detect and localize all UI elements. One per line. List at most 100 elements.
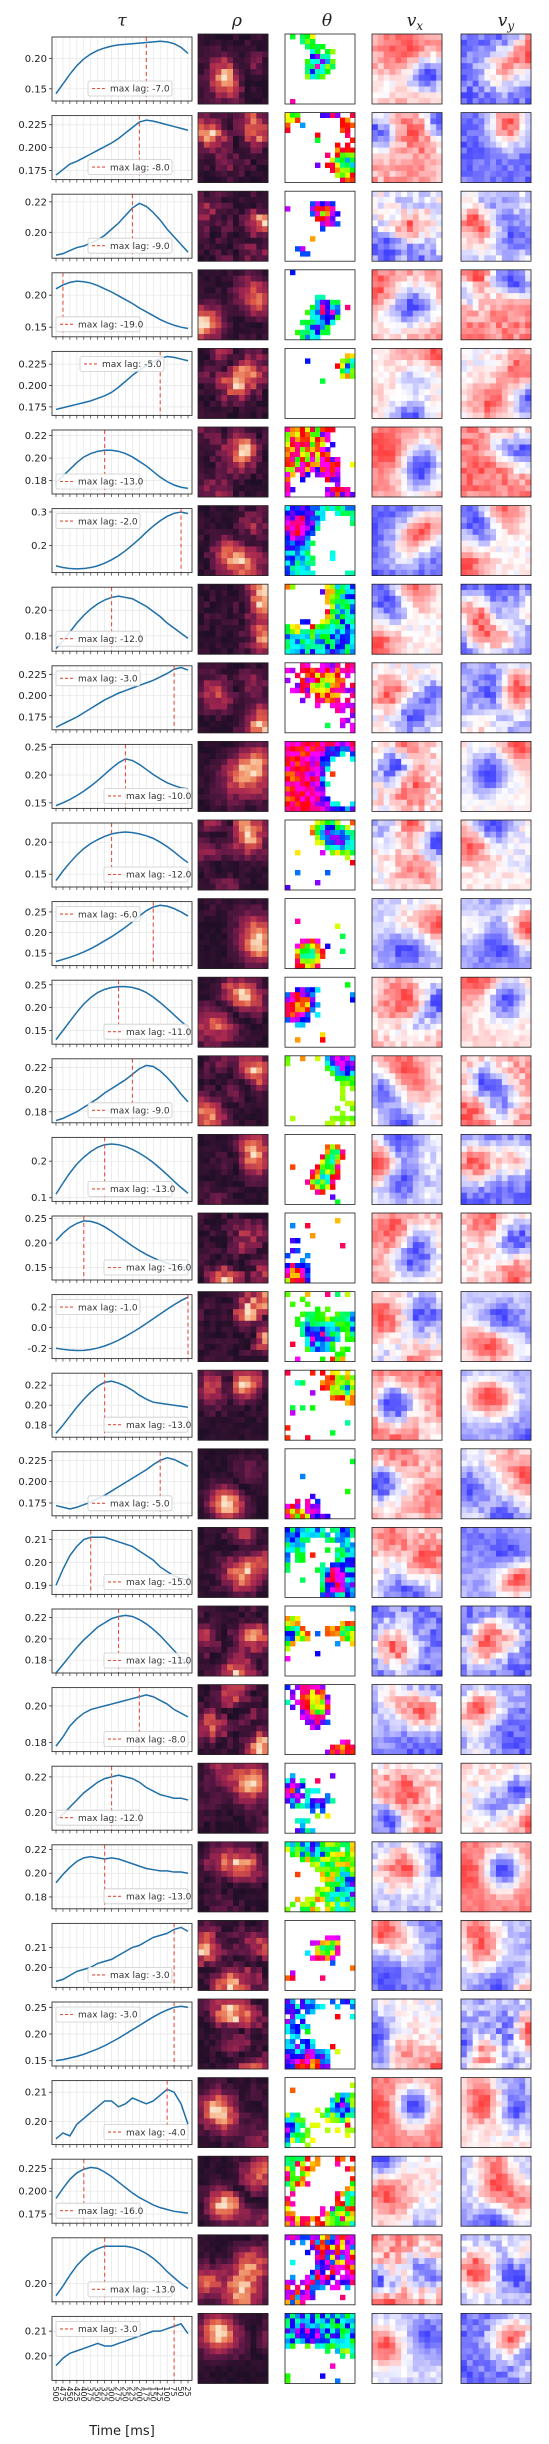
- y-tick-label: 0.1: [31, 1193, 47, 1204]
- tau-line-panel: 0.2 0.3 max lag: -2.0: [31, 507, 193, 576]
- y-tick-label: 0.22: [25, 1381, 47, 1392]
- legend-label: max lag: -13.0: [78, 478, 144, 488]
- tau-curve: [55, 2322, 189, 2367]
- tau-curve: [55, 355, 189, 411]
- tau-curve: [55, 2166, 189, 2214]
- tau-curve: [55, 1855, 189, 1884]
- y-tick-label: 0.225: [18, 1456, 47, 1467]
- y-tick-label: 0.15: [25, 870, 47, 881]
- y-tick-label: 0.20: [25, 2117, 47, 2128]
- vx-heatmap: [371, 1212, 443, 1284]
- panel-row: 0.1 0.2 max lag: -13.0: [31, 1134, 532, 1205]
- y-tick-label: 0.25: [25, 907, 47, 918]
- y-tick-label: 0.22: [25, 1063, 47, 1074]
- y-tick-label: 0.20: [25, 1634, 47, 1645]
- legend-label: max lag: -3.0: [78, 675, 138, 685]
- y-tick-label: 0.20: [25, 2030, 47, 2041]
- legend: max lag: -9.0: [87, 1102, 173, 1119]
- y-tick-label: 0.0: [31, 1323, 47, 1334]
- rho-heatmap: [197, 2077, 269, 2149]
- vy-heatmap: [460, 662, 532, 734]
- y-tick-label: 0.2: [31, 1157, 47, 1168]
- y-tick-label: 0.18: [25, 1656, 47, 1667]
- tau-line-panel: 0.18 0.20 0.22 max lag: -13.0: [25, 1844, 193, 1912]
- rho-heatmap: [197, 819, 269, 891]
- rho-heatmap: [197, 583, 269, 655]
- x-tick-label: 350: [93, 2386, 102, 2401]
- y-tick-label: 0.18: [25, 476, 47, 487]
- axes-frame: [51, 1687, 193, 1753]
- vx-heatmap: [371, 662, 443, 734]
- vx-heatmap: [371, 1291, 443, 1362]
- legend-label: max lag: -12.0: [126, 871, 192, 881]
- y-tick-label: 0.22: [25, 1772, 47, 1783]
- legend: max lag: -8.0: [103, 1731, 189, 1747]
- theta-heatmap: [284, 2312, 356, 2384]
- legend: max lag: -16.0: [55, 2202, 144, 2219]
- tau-line-panel: 0.18 0.20 max lag: -12.0: [25, 586, 193, 655]
- x-tick-label: 25: [183, 2386, 192, 2396]
- rho-heatmap: [197, 505, 269, 577]
- y-tick-label: 0.22: [25, 197, 47, 208]
- panel-row: 0.18 0.20 0.22 max lag: -13.0: [25, 1841, 532, 1913]
- theta-heatmap: [284, 2234, 356, 2306]
- rho-heatmap: [197, 2155, 269, 2227]
- theta-heatmap: [284, 347, 356, 419]
- x-tick-label: 175: [141, 2386, 150, 2401]
- y-tick-label: 0.21: [25, 2327, 47, 2338]
- x-tick-label: 300: [107, 2386, 116, 2401]
- y-tick-label: 0.225: [18, 2164, 47, 2175]
- vx-heatmap: [371, 976, 443, 1048]
- panel-row: 0.2 0.3 max lag: -2.0: [31, 505, 532, 577]
- y-tick-label: 0.20: [25, 1808, 47, 1819]
- legend-label: max lag: -2.0: [78, 517, 138, 527]
- vx-heatmap: [371, 1841, 443, 1913]
- y-tick-label: 0.25: [25, 1214, 47, 1225]
- y-tick-label: 0.20: [25, 606, 47, 617]
- axes-frame: [51, 665, 193, 731]
- theta-heatmap: [284, 1998, 356, 2070]
- x-axis-label: Time [ms]: [88, 2424, 155, 2439]
- y-tick-label: 0.20: [25, 1869, 47, 1880]
- axes-frame: [51, 2237, 193, 2303]
- rho-heatmap: [197, 1684, 269, 1755]
- legend: max lag: -9.0: [87, 237, 173, 254]
- vy-heatmap: [460, 1291, 532, 1362]
- tau-line-panel: 0.1 0.2 max lag: -13.0: [31, 1136, 193, 1205]
- legend-label: max lag: -15.0: [126, 1578, 192, 1588]
- x-tick-label: 425: [72, 2386, 81, 2401]
- theta-heatmap: [284, 190, 356, 262]
- theta-heatmap: [284, 1291, 356, 1362]
- axes-frame: [51, 2080, 193, 2146]
- vy-heatmap: [460, 1212, 532, 1284]
- rho-heatmap: [197, 976, 269, 1048]
- y-tick-label: 0.21: [25, 1943, 47, 1954]
- panel-row: 0.175 0.200 0.225 max lag: -5.0: [18, 1448, 532, 1520]
- legend-label: max lag: -4.0: [126, 2128, 186, 2138]
- legend: max lag: -13.0: [103, 1416, 192, 1433]
- rho-heatmap: [197, 190, 269, 262]
- y-tick-label: -0.2: [27, 1344, 47, 1355]
- axes-frame: [51, 822, 193, 888]
- y-tick-label: 0.15: [25, 798, 47, 809]
- y-tick-label: 0.20: [25, 2279, 47, 2290]
- legend-label: max lag: -13.0: [126, 1893, 192, 1903]
- vx-heatmap: [371, 583, 443, 655]
- tau-curve: [55, 985, 189, 1041]
- tau-line-panel: 0.20 0.21 max lag: -3.0: [25, 2315, 193, 2384]
- y-tick-label: 0.175: [18, 713, 47, 724]
- panel-row: 0.175 0.200 0.225 max lag: -8.0: [18, 112, 532, 183]
- theta-heatmap: [284, 1841, 356, 1913]
- rho-heatmap: [197, 1448, 269, 1520]
- vy-heatmap: [460, 33, 532, 105]
- tau-line-panel: 0.175 0.200 0.225 max lag: -16.0: [18, 2158, 193, 2227]
- theta-heatmap: [284, 426, 356, 498]
- vx-heatmap: [371, 1527, 443, 1598]
- vx-heatmap: [371, 1055, 443, 1127]
- panel-row: 0.18 0.20 0.22 max lag: -11.0: [25, 1605, 532, 1677]
- panel-row: 0.15 0.20 max lag: -7.0: [25, 33, 532, 105]
- panel-row: 0.18 0.20 max lag: -8.0: [25, 1684, 532, 1755]
- legend: max lag: -13.0: [103, 1888, 192, 1905]
- rho-heatmap: [197, 1762, 269, 1834]
- legend: max lag: -13.0: [87, 2281, 176, 2298]
